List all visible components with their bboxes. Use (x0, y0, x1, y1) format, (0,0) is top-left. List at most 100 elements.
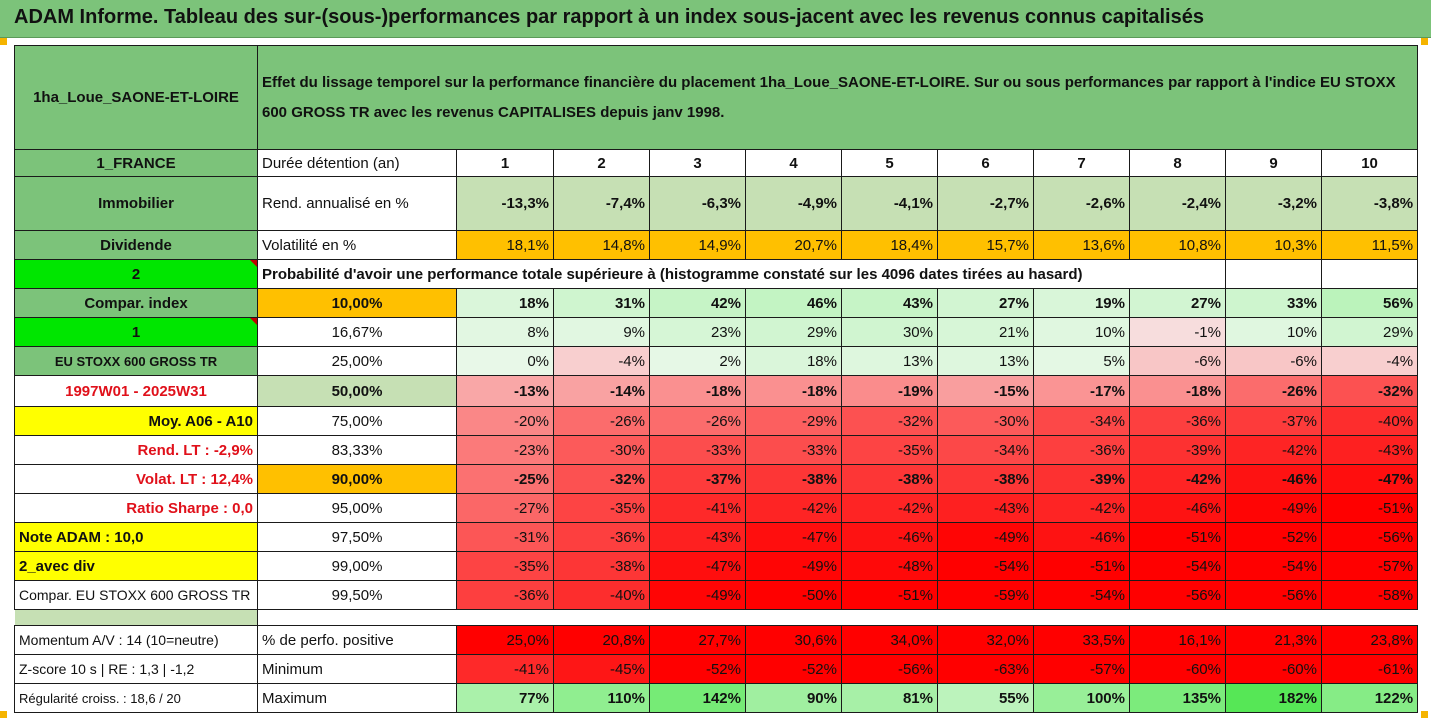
volatility-cell: 13,6% (1033, 230, 1130, 260)
quantile-cell: 18% (456, 288, 554, 318)
footer-value-cell: 30,6% (745, 625, 842, 655)
row-label-left: 1997W01 - 2025W31 (14, 375, 258, 407)
volatility-cell: 14,8% (553, 230, 650, 260)
performance-table: 1ha_Loue_SAONE-ET-LOIRE Effet du lissage … (14, 45, 1419, 713)
duration-header: 7 (1033, 149, 1130, 177)
annualized-return-cell: -2,7% (937, 176, 1034, 231)
quantile-cell: 10% (1225, 317, 1322, 347)
duration-header: 8 (1129, 149, 1226, 177)
quantile-cell: -56% (1320, 522, 1419, 552)
quantile-cell: -57% (1320, 551, 1419, 581)
quantile-cell: 18% (745, 346, 842, 376)
footer-value-cell: 182% (1225, 683, 1322, 713)
quantile-label: 16,67% (257, 317, 457, 347)
row-label-left: 2 (14, 259, 258, 289)
quantile-cell: -47% (1320, 464, 1419, 494)
duration-header: 5 (841, 149, 938, 177)
quantile-cell: -46% (1129, 493, 1226, 523)
quantile-label: 99,50% (257, 580, 457, 610)
table-row: EU STOXX 600 GROSS TR 25,00% 0% -4% 2% 18% 13%… (14, 346, 1419, 376)
quantile-cell: -54% (1033, 580, 1130, 610)
quantile-cell: -33% (649, 435, 746, 465)
footer-label: Minimum (257, 654, 457, 684)
quantile-cell: -35% (553, 493, 650, 523)
quantile-cell: -42% (841, 493, 938, 523)
row-label-left: Dividende (14, 230, 258, 260)
quantile-cell: -35% (841, 435, 938, 465)
quantile-cell: -38% (841, 464, 938, 494)
quantile-cell: -47% (649, 551, 746, 581)
row-label-left: Immobilier (14, 176, 258, 231)
quantile-cell: 8% (456, 317, 554, 347)
table-row: Momentum A/V : 14 (10=neutre)% de perfo.… (14, 625, 1419, 655)
probability-title: Probabilité d'avoir une performance tota… (257, 259, 1226, 289)
report-title: ADAM Informe. Tableau des sur-(sous-)per… (14, 6, 1204, 28)
footer-label-left: Régularité croiss. : 18,6 / 20 (14, 683, 258, 713)
row-label: Durée détention (an) (257, 149, 457, 177)
corner-marker (1421, 38, 1428, 45)
quantile-label: 75,00% (257, 406, 457, 436)
quantile-cell: -56% (1225, 580, 1322, 610)
quantile-cell: -26% (649, 406, 746, 436)
footer-label: % de perfo. positive (257, 625, 457, 655)
spacer-cell (14, 609, 258, 626)
footer-value-cell: -60% (1129, 654, 1226, 684)
quantile-cell: -51% (841, 580, 938, 610)
quantile-cell: -43% (649, 522, 746, 552)
quantile-cell: -4% (553, 346, 650, 376)
row-label: Volatilité en % (257, 230, 457, 260)
quantile-cell: 30% (841, 317, 938, 347)
table-row: Note ADAM : 10,0 97,50% -31% -36% -43% -47% -4… (14, 522, 1419, 552)
quantile-cell: 42% (649, 288, 746, 318)
volatility-cell: 10,3% (1225, 230, 1322, 260)
quantile-label: 25,00% (257, 346, 457, 376)
annualized-return-cell: -6,3% (649, 176, 746, 231)
footer-value-cell: 77% (456, 683, 554, 713)
annualized-return-cell: -4,1% (841, 176, 938, 231)
table-cell (1320, 259, 1419, 289)
duration-header: 6 (937, 149, 1034, 177)
volatility-cell: 20,7% (745, 230, 842, 260)
quantile-cell: -35% (456, 551, 554, 581)
quantile-cell: -49% (937, 522, 1034, 552)
row-label-left: EU STOXX 600 GROSS TR (14, 346, 258, 376)
quantile-cell: -23% (456, 435, 554, 465)
quantile-cell: 21% (937, 317, 1034, 347)
quantile-cell: -46% (1033, 522, 1130, 552)
table-row: 1997W01 - 2025W31 50,00% -13% -14% -18% -18% -… (14, 375, 1419, 407)
quantile-cell: 33% (1225, 288, 1322, 318)
table-row: Immobilier Rend. annualisé en % -13,3% -7,4… (14, 176, 1419, 231)
footer-value-cell: 34,0% (841, 625, 938, 655)
quantile-cell: 27% (1129, 288, 1226, 318)
quantile-cell: -6% (1129, 346, 1226, 376)
quantile-cell: 2% (649, 346, 746, 376)
quantile-cell: 31% (553, 288, 650, 318)
quantile-cell: 0% (456, 346, 554, 376)
quantile-label: 83,33% (257, 435, 457, 465)
table-row: Régularité croiss. : 18,6 / 20 Maximum 77%… (14, 683, 1419, 713)
quantile-cell: -47% (745, 522, 842, 552)
footer-value-cell: -45% (553, 654, 650, 684)
footer-value-cell: -56% (841, 654, 938, 684)
quantile-cell: -15% (937, 375, 1034, 407)
footer-value-cell: 142% (649, 683, 746, 713)
table-row: Z-score 10 s | RE : 1,3 | -1,2 Minimum -41… (14, 654, 1419, 684)
table-row: Compar. EU STOXX 600 GROSS TR 99,50% -36% -… (14, 580, 1419, 610)
footer-value-cell: 16,1% (1129, 625, 1226, 655)
footer-value-cell: -57% (1033, 654, 1130, 684)
quantile-cell: -18% (1129, 375, 1226, 407)
corner-marker (0, 711, 7, 718)
footer-value-cell: 32,0% (937, 625, 1034, 655)
table-row: Ratio Sharpe : 0,0 95,00% -27% -35% -41% -42%… (14, 493, 1419, 523)
footer-value-cell: 33,5% (1033, 625, 1130, 655)
footer-value-cell: -41% (456, 654, 554, 684)
quantile-label: 90,00% (257, 464, 457, 494)
footer-label-left: Z-score 10 s | RE : 1,3 | -1,2 (14, 654, 258, 684)
footer-label-left: Momentum A/V : 14 (10=neutre) (14, 625, 258, 655)
row-label-left: 1_FRANCE (14, 149, 258, 177)
annualized-return-cell: -7,4% (553, 176, 650, 231)
footer-value-cell: -60% (1225, 654, 1322, 684)
duration-header: 4 (745, 149, 842, 177)
quantile-label: 95,00% (257, 493, 457, 523)
